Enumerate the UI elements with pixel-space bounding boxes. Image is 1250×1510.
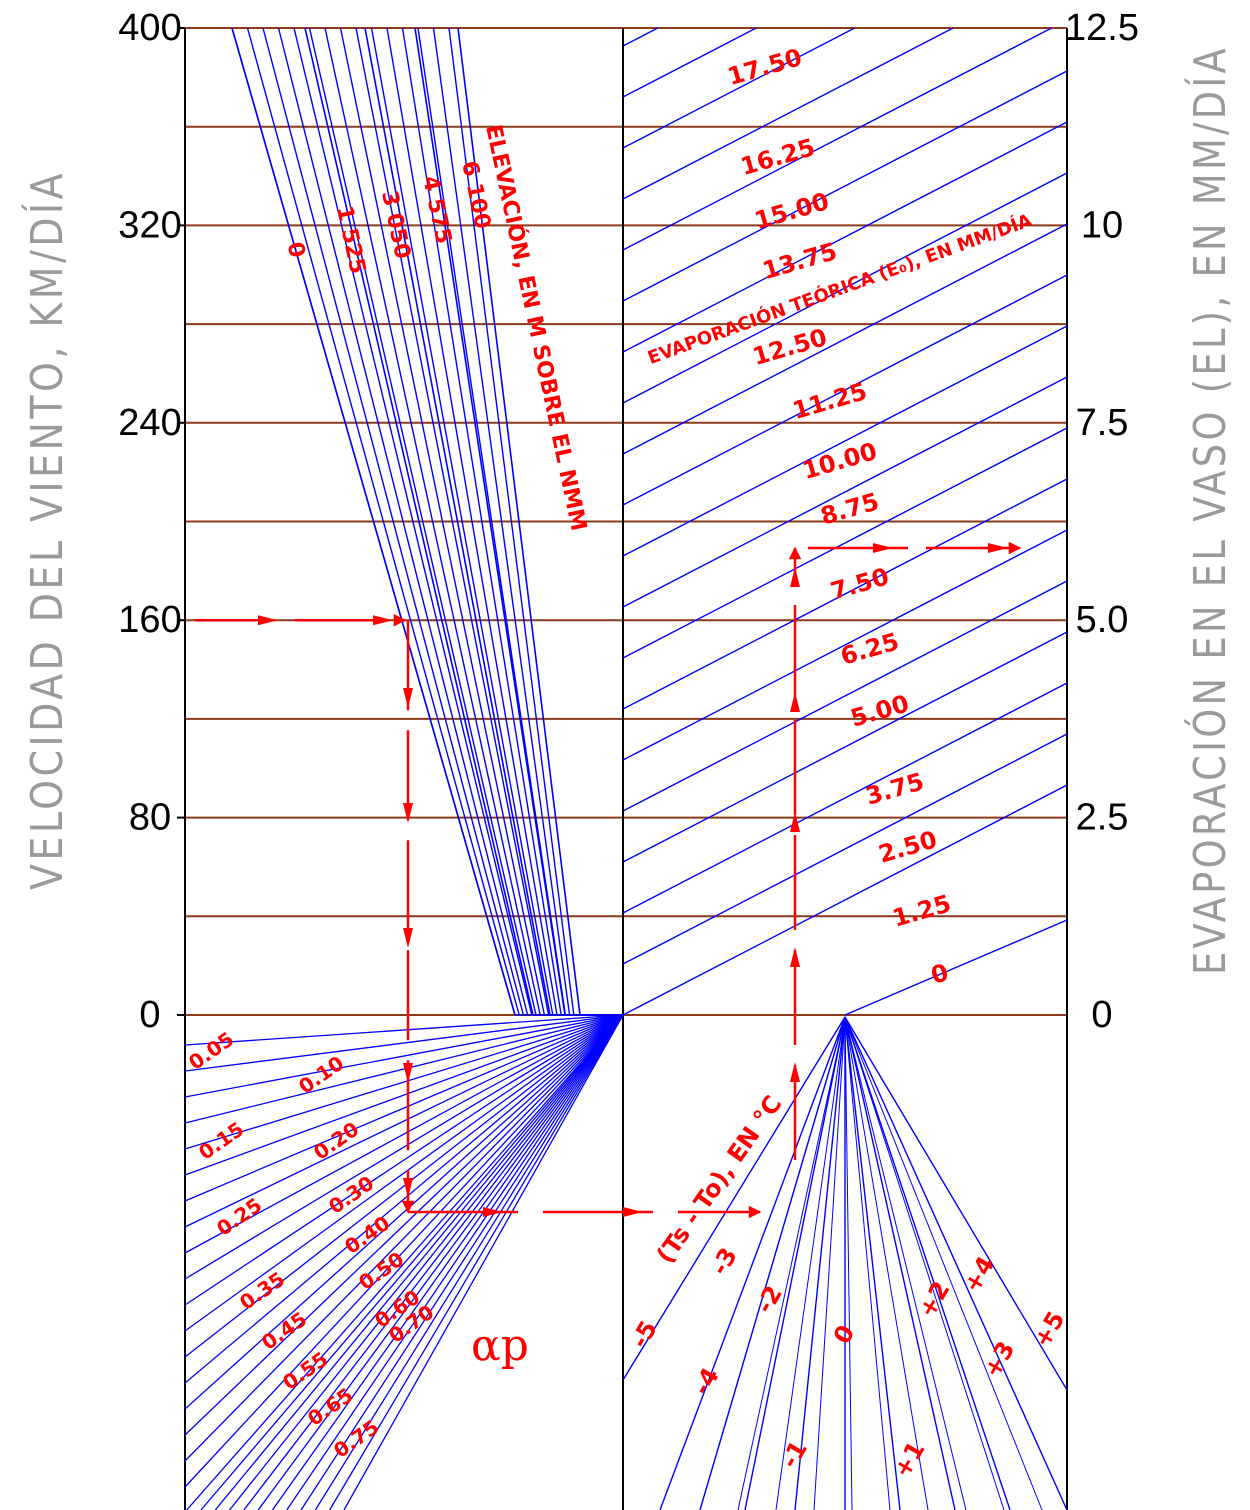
temperature-label: +2 [913,1277,956,1323]
alpha-p-label: 0.25 [212,1193,266,1241]
temperature-label: -3 [705,1243,743,1280]
alpha-p-line [185,1015,623,1487]
evaporation-line [623,71,1067,301]
evaporation-line [623,28,1052,250]
temperature-label: -2 [750,1281,788,1318]
evaporation-label: 11.25 [789,377,870,425]
temperature-line [845,1017,1067,1510]
evaporation-line [623,683,1067,913]
evaporation-label: 3.75 [862,767,927,810]
right-tick-label: 2.5 [1076,797,1129,839]
temperature-line [660,1017,845,1510]
temperature-line [845,1017,900,1510]
right-tick-label: 10 [1081,204,1123,246]
alpha-p-line [287,1015,623,1510]
evaporation-label: 6.25 [837,627,902,670]
alpha-p-label: 0.50 [354,1247,408,1295]
temperature-line-minor [845,1017,852,1510]
left-tick-label: 240 [118,402,181,444]
temperature-line [623,1017,845,1380]
evaporation-line [623,785,1067,1015]
evaporation-label: 15.00 [751,187,832,235]
evaporation-label: 8.75 [817,487,882,530]
evaporation-label: 7.50 [827,562,892,605]
path-arrowhead [623,1207,643,1217]
alpha-p-label: 0.15 [194,1117,248,1165]
left-tick-label: 0 [139,994,160,1036]
left-tick-label: 400 [118,7,181,49]
evaporation-label: 1.25 [889,889,954,932]
path-arrowhead [403,928,413,948]
temperature-label: +4 [958,1252,1001,1298]
evaporation-title: EVAPORACIÓN TEÓRICA (E₀), EN MM/DÍA [645,209,1035,369]
alpha-p-label: 0.10 [294,1051,348,1099]
right-tick-label: 5.0 [1076,599,1129,641]
alpha-p-label: 0.20 [309,1117,363,1165]
right-tick-label: 0 [1091,994,1112,1036]
temperature-label: -4 [687,1363,725,1400]
evaporation-line [623,734,1067,964]
left-tick-label: 320 [118,204,181,246]
left-tick-label: 160 [118,599,181,641]
temperature-title: (Ts - To), EN °C [651,1090,787,1268]
left-tick-label: 80 [129,797,171,839]
evaporation-label: 17.50 [724,43,805,91]
evaporation-line [623,377,1067,607]
temperature-label: +3 [978,1337,1021,1383]
right-tick-label: 7.5 [1076,402,1129,444]
temperature-label: +5 [1028,1307,1071,1353]
right-axis-title: EVAPORACIÓN EN EL VASO (EL), EN MM/DÍA [1183,45,1236,975]
temperature-label: 0 [828,1320,861,1348]
temperature-line [845,1017,955,1510]
path-arrowhead [403,688,413,708]
path-arrowhead [403,803,413,823]
alpha-p-line [201,1015,623,1510]
temperature-label: +1 [888,1437,931,1483]
path-arrowhead [373,615,393,625]
path-arrowhead [790,947,800,967]
label-layer: 40032024016080012.5107.55.02.500 1 525 3 0… [118,7,1139,1482]
alpha-p-line [185,1015,623,1279]
temperature-line-minor [845,1017,1042,1510]
evaporation-label: 5.00 [847,689,912,732]
path-arrowhead [790,692,800,712]
alpha-p-symbol: αp [471,1320,529,1371]
temperature-label: -1 [775,1436,813,1473]
alpha-p-line [230,1015,623,1510]
evaporation-line [623,28,658,46]
path-arrowhead [988,543,1008,553]
left-axis-title: VELOCIDAD DEL VIENTO, KM/DÍA [20,170,73,890]
path-arrowhead [790,1062,800,1082]
alpha-p-label: 0.45 [257,1307,311,1355]
evaporation-label: 12.50 [749,323,830,371]
alpha-p-line [185,1015,623,1045]
temperature-line-minor [845,1017,890,1510]
elevation-label: 1 525 [331,204,370,277]
evaporation-line-zero [845,920,1067,1015]
right-tick-label: 12.5 [1065,7,1139,49]
temperature-line-minor [738,1017,845,1510]
temperature-line [795,1017,845,1510]
temperature-line-minor [776,1017,845,1510]
elevation-label: 0 [282,240,310,260]
alpha-p-label: 0.35 [235,1267,289,1315]
temperature-line-minor [845,1017,928,1510]
alpha-p-label: 0.65 [303,1383,357,1431]
evaporation-label: 0 [928,958,952,990]
alpha-p-line [185,1015,623,1435]
evaporation-line [623,581,1067,811]
evaporation-label: 13.75 [759,237,840,285]
path-arrowhead [873,543,893,553]
temperature-label: -5 [625,1316,663,1353]
temperature-line-minor [845,1017,966,1510]
elevation-title: ELEVACIÓN, EN M SOBRE EL NMM [480,122,592,533]
alpha-p-line [185,1015,623,1097]
path-arrowhead [258,615,278,625]
evaporation-label: 16.25 [737,133,818,181]
path-arrowhead [403,1178,413,1198]
evaporation-label: 2.50 [875,825,940,868]
